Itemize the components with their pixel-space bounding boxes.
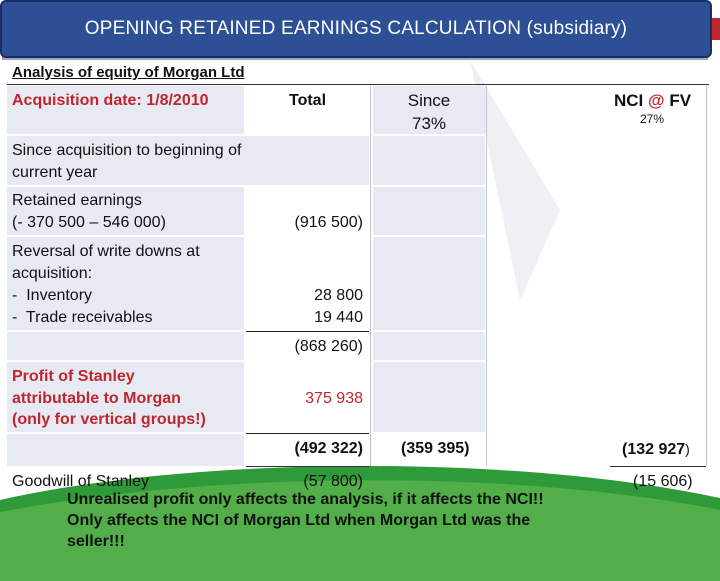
- note-line-2: Only affects the NCI of Morgan Ltd when …: [67, 512, 531, 529]
- table-subtitle: Analysis of equity of Morgan Ltd: [12, 64, 245, 81]
- note-line-1: Unrealised profit only affects the analy…: [67, 491, 544, 508]
- subtotal-value: (868 260): [294, 338, 364, 355]
- retained-earnings-total: (916 500): [294, 214, 364, 231]
- since-header: Since: [407, 91, 451, 110]
- nci-at: @: [648, 91, 665, 110]
- nci-after-paren: ): [685, 441, 690, 457]
- header-since-cell: [373, 86, 485, 134]
- title-shadow: [2, 56, 708, 60]
- note-line-3: seller!!!: [67, 533, 125, 550]
- reversal-label-1: Reversal of write downs at: [12, 243, 200, 260]
- since-acq-since-cell: [373, 136, 485, 185]
- goodwill-nci-rule: [610, 466, 706, 467]
- inventory-value: 28 800: [314, 287, 363, 304]
- retained-earnings-label: Retained earnings: [12, 192, 142, 209]
- goodwill-nci: (15 606): [633, 473, 693, 490]
- re-label-cell: [7, 187, 244, 235]
- re-since-cell: [373, 187, 485, 235]
- since-after-value: (359 395): [401, 440, 470, 457]
- title-accent-tab: [710, 18, 720, 40]
- after-rule: [246, 433, 369, 434]
- total-after-value: (492 322): [294, 440, 364, 457]
- nci-after-number: (132 927: [622, 441, 686, 458]
- goodwill-label: Goodwill of Stanley: [12, 473, 149, 490]
- unrealised-profit-note: Unrealised profit only affects the analy…: [67, 489, 627, 552]
- profit-label-1: Profit of Stanley: [12, 368, 135, 385]
- goodwill-total: (57 800): [303, 473, 363, 490]
- profit-since-cell: [373, 362, 485, 432]
- since-percent: 73%: [411, 114, 447, 133]
- reversal-receivables-label: - Trade receivables: [12, 309, 153, 326]
- title-bar: OPENING RETAINED EARNINGS CALCULATION (s…: [0, 0, 712, 58]
- nci-label: NCI: [614, 91, 644, 110]
- nci-after-value: (132 927): [622, 438, 690, 461]
- subtotal-since-cell: [373, 332, 485, 360]
- rev-label-cell: [7, 237, 244, 330]
- since-acq-row-cell: [7, 136, 369, 185]
- acquisition-date-label: Acquisition date: 1/8/2010: [12, 92, 209, 109]
- col-divider-1: [370, 86, 371, 466]
- subtotal-rule: [246, 331, 369, 332]
- page-title: OPENING RETAINED EARNINGS CALCULATION (s…: [84, 18, 628, 39]
- rev-since-cell: [373, 237, 485, 330]
- receivables-value: 19 440: [314, 309, 363, 326]
- nci-percent: 27%: [640, 112, 665, 126]
- since-acquisition-label: Since acquisition to beginning of curren…: [12, 142, 242, 181]
- nci-header: NCI @ FV: [614, 90, 691, 112]
- profit-label-2: attributable to Morgan: [12, 390, 181, 407]
- after-label-cell: [7, 434, 244, 466]
- col-divider-2: [486, 86, 487, 466]
- profit-label-cell: [7, 362, 244, 432]
- profit-total: 375 938: [305, 390, 363, 407]
- retained-earnings-formula: (- 370 500 – 546 000): [12, 214, 166, 231]
- profit-label-3: (only for vertical groups!): [12, 411, 206, 428]
- reversal-label-2: acquisition:: [12, 265, 93, 282]
- col-divider-3: [706, 86, 707, 466]
- header-acq-cell: [7, 86, 244, 134]
- nci-fv: FV: [669, 91, 692, 110]
- subtotal-label-cell: [7, 332, 244, 360]
- top-rule: [7, 84, 709, 85]
- goodwill-rule: [246, 466, 369, 467]
- total-header: Total: [288, 92, 327, 109]
- reversal-inventory-label: - Inventory: [12, 287, 93, 304]
